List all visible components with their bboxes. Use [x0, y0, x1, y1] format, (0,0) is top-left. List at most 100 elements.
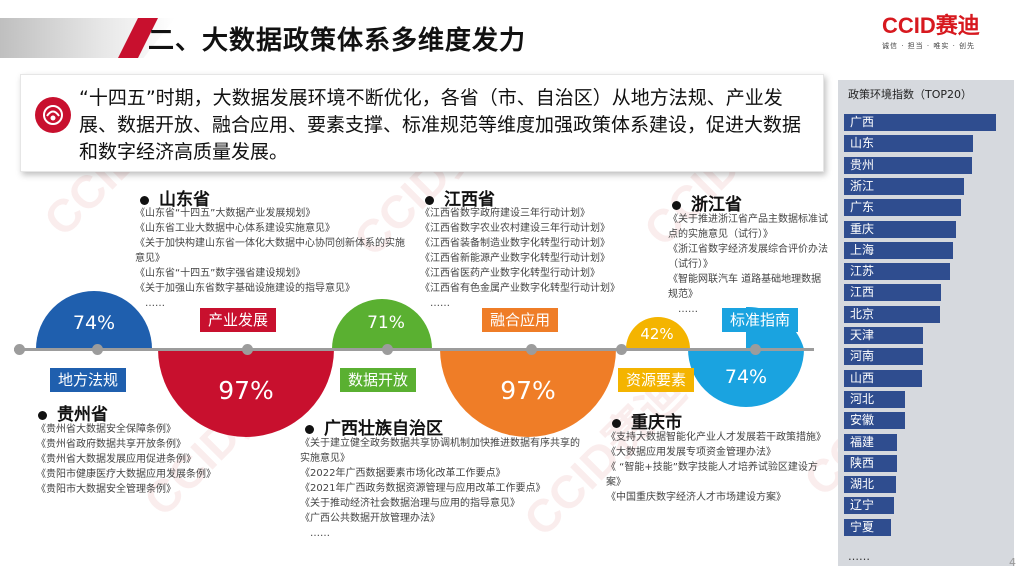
- doc-list-shandong: 《山东省“十四五”大数据产业发展规划》 《山东省工业大数据中心体系建设实施意见》…: [135, 206, 405, 311]
- timeline-dot: [382, 344, 393, 355]
- province-name: 江西省: [444, 190, 495, 210]
- ranking-bar: [844, 241, 954, 259]
- ranking-row: 福建: [844, 433, 996, 451]
- province-title-zhejiang: 浙江省: [672, 190, 742, 215]
- ranking-label: 浙江: [850, 178, 875, 193]
- tag-industry: 产业发展: [200, 308, 277, 332]
- doc-item: 《江西省新能源产业数字化转型行动计划》: [420, 253, 610, 264]
- ranking-title: 政策环境指数（TOP20）: [848, 88, 973, 101]
- ranking-label: 上海: [850, 242, 875, 257]
- bullet-icon: [672, 200, 681, 210]
- bullet-icon: [612, 418, 621, 428]
- ranking-label: 山西: [850, 370, 875, 385]
- arc-local-law: [36, 291, 152, 349]
- ranking-row: 湖北: [844, 476, 996, 494]
- doc-item: 《关于推动经济社会数据治理与应用的指导意见》: [300, 498, 520, 509]
- doc-item: 《智能网联汽车 道路基础地理数据规范》: [668, 274, 822, 300]
- tag-fusion: 融合应用: [482, 308, 559, 332]
- doc-item: 《大数据应用发展专项资金管理办法》: [606, 447, 776, 458]
- ranking-more: ……: [848, 550, 870, 563]
- ranking-label: 江苏: [850, 264, 875, 279]
- ranking-label: 天津: [850, 328, 875, 342]
- province-title-guizhou: 贵州省: [38, 400, 108, 425]
- doc-item: ……: [430, 298, 450, 309]
- intro-text: “十四五”时期，大数据发展环境不断优化，各省（市、自治区）从地方法规、产业发展、…: [79, 87, 802, 163]
- ranking-row: 山西: [844, 369, 996, 387]
- ranking-row: 河北: [844, 390, 996, 408]
- ranking-label: 安徽: [850, 413, 875, 428]
- tag-open-data: 数据开放: [340, 368, 417, 392]
- ranking-row: 浙江: [844, 177, 996, 195]
- doc-item: 《江西省装备制造业数字化转型行动计划》: [420, 238, 610, 249]
- logo-text: CCID赛迪: [882, 13, 980, 38]
- doc-item: 《贵阳市大数据安全管理条例》: [36, 484, 176, 495]
- tag-local-law: 地方法规: [50, 368, 127, 392]
- percent-industry: 97%: [218, 376, 274, 405]
- province-name: 重庆市: [631, 413, 682, 433]
- percent-standard: 74%: [724, 366, 768, 388]
- doc-list-chongqing: 《支持大数据智能化产业人才发展若干政策措施》 《大数据应用发展专项资金管理办法》…: [606, 430, 826, 505]
- ranking-bar: [844, 284, 942, 302]
- doc-item: 《2022年广西数据要素市场化改革工作要点》: [300, 468, 506, 479]
- ranking-label: 北京: [850, 306, 875, 321]
- province-name: 浙江省: [691, 195, 742, 215]
- province-title-chongqing: 重庆市: [612, 408, 682, 433]
- province-name: 贵州省: [57, 405, 108, 425]
- arc-industry: [158, 349, 334, 437]
- ranking-bar: [844, 177, 965, 195]
- ranking-row: 北京: [844, 305, 996, 323]
- ranking-bar: [844, 156, 972, 174]
- doc-item: 《江西省医药产业数字化转型行动计划》: [420, 268, 600, 279]
- doc-item: 《山东省“十四五”数字强省建设规划》: [135, 268, 306, 279]
- ranking-bar: [844, 114, 996, 131]
- ranking-bar: [844, 305, 940, 323]
- ranking-row: 上海: [844, 241, 996, 259]
- ccid-logo: CCID赛迪 诚信 · 担当 · 唯实 · 创先: [882, 8, 1008, 50]
- doc-list-guangxi: 《关于建立健全政务数据共享协调机制加快推进数据有序共享的实施意见》 《2022年…: [300, 436, 582, 541]
- doc-list-guizhou: 《贵州省大数据安全保障条例》 《贵州省政府数据共享开放条例》 《贵州省大数据发展…: [36, 422, 276, 497]
- ranking-row: 山东: [844, 135, 996, 153]
- doc-item: ……: [145, 298, 165, 309]
- ranking-bar: [844, 348, 924, 366]
- ranking-label: 河南: [850, 349, 875, 364]
- percent-open-data: 71%: [367, 313, 405, 333]
- ranking-label: 江西: [850, 285, 875, 300]
- doc-item: 《2021年广西政务数据资源管理与应用改革工作要点》: [300, 483, 546, 494]
- ranking-label: 辽宁: [850, 498, 875, 513]
- ranking-bar: [844, 476, 896, 494]
- ranking-bar: [844, 199, 962, 217]
- province-title-guangxi: 广西壮族自治区: [305, 414, 443, 439]
- doc-item: 《山东省“十四五”大数据产业发展规划》: [135, 208, 316, 219]
- ranking-bar: [844, 454, 898, 472]
- doc-item: 《山东省工业大数据中心体系建设实施意见》: [135, 223, 335, 234]
- timeline: [14, 344, 814, 355]
- doc-item: 《 “智能+技能”数字技能人才培养试验区建设方案》: [606, 462, 818, 488]
- arc-resource: [626, 317, 690, 349]
- ranking-row: 江西: [844, 284, 996, 302]
- province-title-shandong: 山东省: [140, 185, 210, 210]
- province-name: 广西壮族自治区: [324, 419, 443, 439]
- ranking-row: 江苏: [844, 263, 996, 281]
- ranking-row: 重庆: [844, 220, 996, 238]
- doc-item: 《关于建立健全政务数据共享协调机制加快推进数据有序共享的实施意见》: [300, 438, 580, 464]
- timeline-dot: [14, 344, 25, 355]
- province-name: 山东省: [159, 190, 210, 210]
- ranking-label: 贵州: [850, 157, 875, 172]
- ranking-label: 陕西: [850, 455, 875, 470]
- percent-resource: 42%: [640, 325, 674, 343]
- ranking-bar: [844, 263, 951, 281]
- ranking-row: 贵州: [844, 156, 996, 174]
- bullet-icon: [38, 410, 47, 420]
- doc-item: 《关于加快构建山东省一体化大数据中心协同创新体系的实施意见》: [135, 238, 405, 264]
- ranking-panel: 政策环境指数（TOP20） 广西 山东 贵州 浙江 广东 重庆 上海 江苏 江西 北京 天津 河南 山西…: [838, 80, 1014, 566]
- timeline-dot: [526, 344, 537, 355]
- doc-item: 《贵州省大数据发展应用促进条例》: [36, 454, 196, 465]
- ranking-bar: [844, 369, 922, 387]
- arc-open-data: [332, 299, 432, 349]
- doc-item: 《广西公共数据开放管理办法》: [300, 513, 440, 524]
- ranking-label: 山东: [850, 136, 875, 151]
- bullet-icon: [305, 424, 314, 434]
- bullet-icon: [140, 195, 149, 205]
- ranking-bar: [844, 390, 905, 408]
- ranking-label: 河北: [850, 391, 875, 406]
